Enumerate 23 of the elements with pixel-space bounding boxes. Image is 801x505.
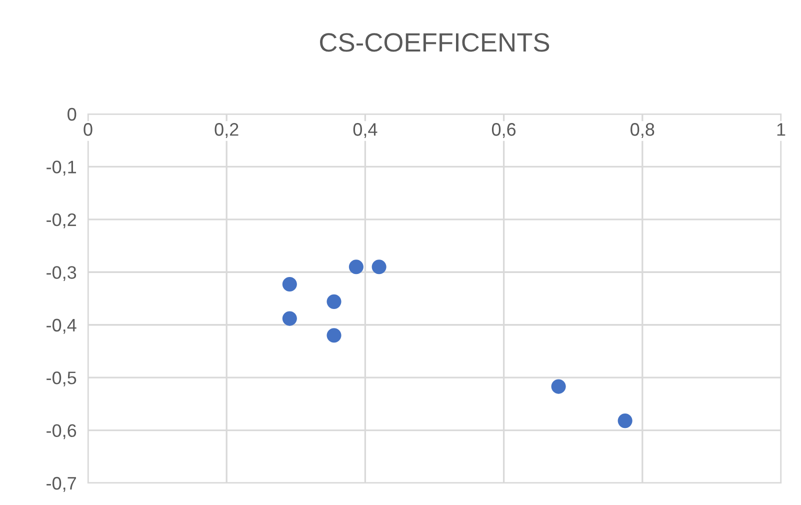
point xyxy=(618,414,632,428)
y-tick-label: -0,3 xyxy=(46,266,76,281)
x-tick-label: 0,4 xyxy=(353,123,378,138)
y-tick-label: 0 xyxy=(68,108,76,121)
point xyxy=(372,260,386,274)
y-tick-label: -0,5 xyxy=(46,372,76,386)
y-tick-label: -0,4 xyxy=(46,318,76,334)
x-tick-label: 1 xyxy=(777,123,786,136)
point xyxy=(326,294,342,309)
point xyxy=(551,379,566,394)
chart-title: CS-COEFFICENTS xyxy=(320,33,550,52)
x-tick-label: 0,2 xyxy=(214,123,238,138)
y-tick-label: -0,6 xyxy=(46,424,76,440)
x-tick-label: 0,8 xyxy=(630,123,654,138)
point xyxy=(282,276,297,292)
y-tick-label: -0,1 xyxy=(46,160,76,176)
point xyxy=(326,328,342,343)
point xyxy=(348,260,364,274)
x-tick-label: 0 xyxy=(84,123,92,136)
point xyxy=(282,311,297,326)
y-tick-label: -0,2 xyxy=(46,213,76,228)
y-tick-label: -0,7 xyxy=(46,476,76,492)
x-tick-label: 0,6 xyxy=(492,123,516,138)
